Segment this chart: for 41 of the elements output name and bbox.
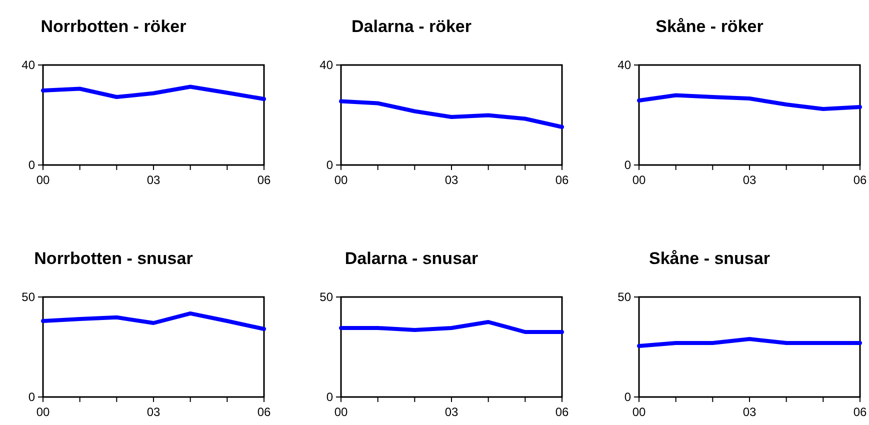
line-series [339,99,564,129]
x-tick-label: 03 [742,173,756,187]
x-tick-label: 03 [444,405,458,419]
y-tick-label: 0 [28,390,36,404]
y-tick-label: 50 [22,290,36,304]
x-tick-label: 00 [36,173,50,187]
x-tick-label: 00 [334,173,348,187]
x-tick-label: 06 [853,405,867,419]
x-tick-label: 03 [146,173,160,187]
y-tick-label: 0 [624,158,632,172]
x-tick-label: 03 [742,405,756,419]
x-tick-label: 06 [555,405,569,419]
line-series [41,311,266,331]
y-tick-label: 50 [618,290,632,304]
y-tick-label: 50 [320,290,334,304]
chart-title: Skåne - snusar [649,249,770,268]
x-tick-label: 03 [444,173,458,187]
chart-title: Norrbotten - snusar [34,249,194,268]
y-tick-label: 0 [326,158,334,172]
x-tick-label: 06 [853,173,867,187]
line-series [339,320,564,334]
y-tick-label: 0 [28,158,36,172]
x-tick-label: 06 [257,405,271,419]
line-series [41,84,266,101]
chart-title: Dalarna - snusar [344,249,478,268]
x-tick-label: 00 [36,405,50,419]
y-tick-label: 0 [624,390,632,404]
x-tick-label: 03 [146,405,160,419]
y-tick-label: 40 [618,58,632,72]
chart-title: Dalarna - röker [352,17,472,36]
x-tick-label: 00 [632,173,646,187]
x-tick-label: 00 [334,405,348,419]
x-tick-label: 06 [257,173,271,187]
chart-title: Skåne - röker [656,17,764,36]
y-tick-label: 40 [22,58,36,72]
y-tick-label: 0 [326,390,334,404]
y-tick-label: 40 [320,58,334,72]
x-tick-label: 00 [632,405,646,419]
chart-title: Norrbotten - röker [40,17,187,36]
x-tick-label: 06 [555,173,569,187]
line-series [637,93,862,111]
